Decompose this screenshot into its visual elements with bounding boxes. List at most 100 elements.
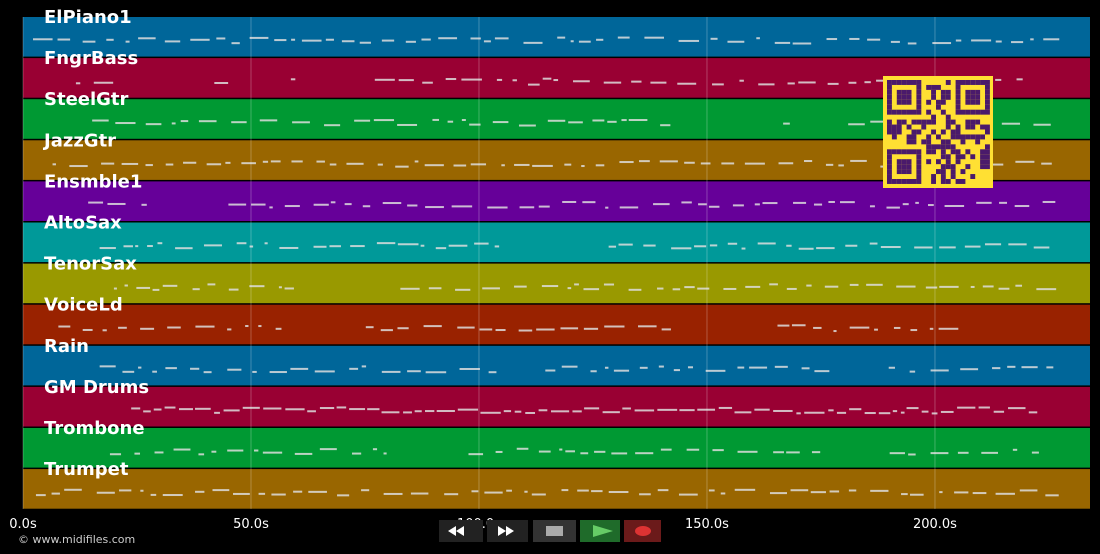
notes	[109, 447, 1039, 456]
note	[678, 39, 700, 42]
note	[639, 160, 650, 163]
note	[697, 287, 710, 290]
note	[414, 410, 422, 413]
note	[886, 206, 900, 209]
note	[864, 412, 876, 415]
note	[893, 326, 901, 329]
note	[480, 411, 501, 414]
note	[769, 492, 787, 495]
note	[198, 453, 205, 456]
note	[519, 206, 535, 209]
note	[99, 247, 116, 250]
note	[960, 368, 979, 371]
note	[470, 163, 487, 166]
note	[995, 78, 1002, 81]
note	[373, 119, 395, 122]
note	[929, 327, 934, 330]
note	[869, 242, 878, 245]
note	[372, 448, 378, 451]
note	[604, 366, 609, 369]
note	[227, 368, 242, 371]
qr-module	[955, 84, 961, 90]
note	[995, 40, 1002, 43]
note	[420, 244, 425, 247]
note	[436, 410, 455, 413]
qr-module	[970, 99, 976, 105]
qr-module	[921, 119, 927, 125]
note	[581, 165, 585, 168]
note	[681, 201, 692, 204]
note	[824, 285, 839, 288]
qr-module	[965, 149, 971, 155]
qr-module	[975, 89, 981, 95]
note	[123, 245, 133, 248]
note	[167, 326, 181, 329]
note	[249, 36, 269, 39]
note	[154, 451, 164, 454]
note	[354, 119, 371, 122]
qr-module	[887, 99, 892, 105]
note	[380, 329, 393, 332]
note	[660, 448, 672, 451]
note	[694, 245, 707, 248]
rewind-icon	[448, 526, 464, 536]
note	[141, 203, 147, 206]
note	[203, 371, 212, 374]
note	[553, 79, 559, 82]
note	[271, 493, 286, 496]
qr-module	[916, 154, 922, 160]
note	[931, 412, 938, 415]
note	[592, 119, 605, 122]
qr-module	[940, 164, 946, 170]
note	[786, 451, 800, 454]
note	[605, 206, 609, 209]
qr-module	[985, 164, 990, 170]
note	[225, 161, 231, 164]
note	[889, 452, 905, 455]
note	[135, 245, 139, 248]
qr-module	[911, 129, 917, 135]
note	[621, 119, 627, 122]
record-icon	[635, 526, 651, 536]
qr-module	[936, 169, 941, 175]
qr-module	[936, 84, 941, 90]
qr-module	[950, 149, 956, 155]
qr-module	[926, 134, 932, 140]
qr-module	[970, 109, 976, 115]
note	[658, 365, 664, 368]
qr-module	[916, 94, 922, 100]
note	[1008, 243, 1027, 246]
qr-module	[975, 80, 981, 85]
note	[981, 451, 999, 454]
note	[801, 367, 810, 370]
qr-module	[960, 179, 966, 184]
track-lane	[23, 17, 1090, 57]
note	[223, 409, 240, 412]
note	[251, 203, 266, 206]
note	[195, 490, 205, 493]
note	[397, 327, 409, 330]
track-name: AltoSax	[44, 213, 122, 234]
notes	[131, 406, 1038, 415]
note	[921, 410, 929, 413]
note	[214, 411, 220, 414]
qr-module	[980, 109, 985, 115]
qr-module	[926, 84, 932, 90]
note	[993, 410, 1005, 413]
note	[892, 410, 898, 413]
note	[757, 242, 776, 245]
note	[492, 121, 509, 124]
qr-module	[896, 119, 902, 125]
qr-module	[916, 164, 922, 170]
note	[143, 410, 151, 413]
qr-module	[911, 80, 917, 85]
note	[938, 327, 959, 330]
qr-module	[916, 159, 922, 165]
note	[329, 163, 337, 166]
qr-module	[960, 154, 966, 160]
qr-module	[916, 99, 922, 105]
note	[657, 489, 669, 492]
qr-module	[945, 89, 951, 95]
qr-module	[936, 144, 941, 150]
qr-module	[955, 159, 961, 165]
